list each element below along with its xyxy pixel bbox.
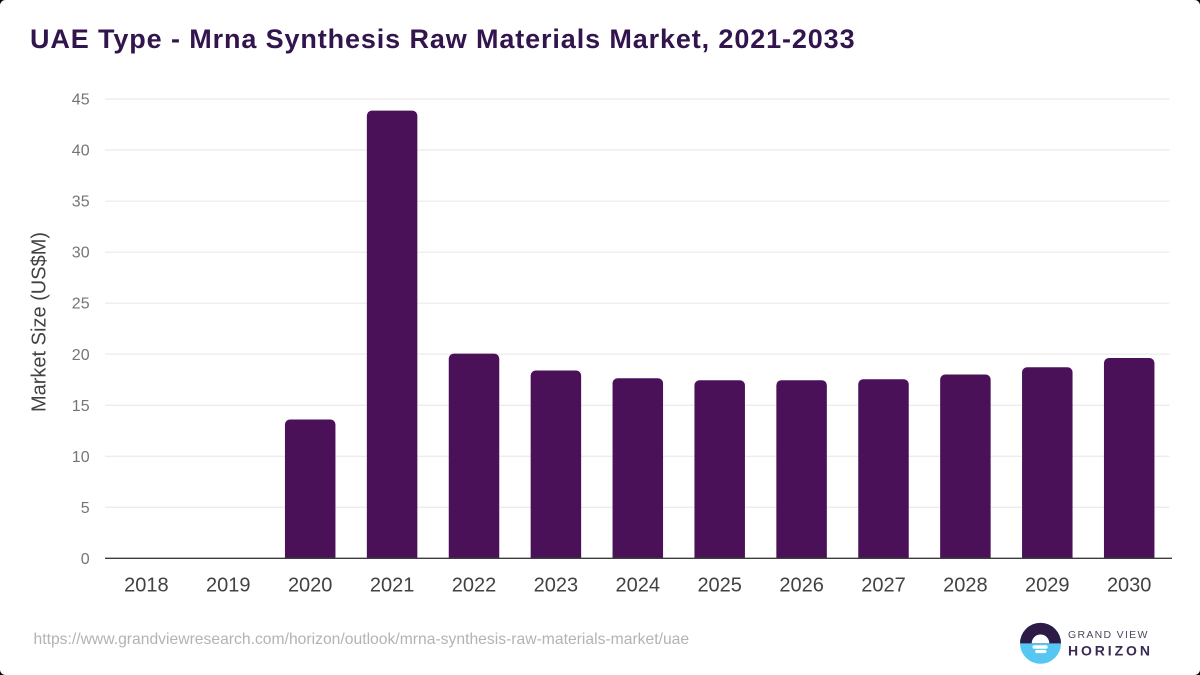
svg-text:https://www.grandviewresearch.: https://www.grandviewresearch.com/horizo…	[34, 631, 690, 648]
svg-text:20: 20	[72, 347, 90, 364]
svg-text:2023: 2023	[534, 575, 579, 597]
svg-text:2026: 2026	[779, 575, 824, 597]
svg-text:35: 35	[72, 194, 90, 211]
svg-text:2019: 2019	[206, 575, 251, 597]
svg-text:5: 5	[81, 500, 90, 517]
svg-text:0: 0	[81, 551, 90, 568]
svg-text:HORIZON: HORIZON	[1068, 642, 1153, 658]
svg-text:2027: 2027	[861, 575, 906, 597]
svg-text:2021: 2021	[370, 575, 415, 597]
svg-text:45: 45	[72, 92, 90, 109]
svg-text:2028: 2028	[943, 575, 988, 597]
svg-text:GRAND VIEW: GRAND VIEW	[1068, 629, 1149, 641]
svg-text:2025: 2025	[697, 575, 742, 597]
svg-text:40: 40	[72, 143, 90, 160]
svg-text:2022: 2022	[452, 575, 497, 597]
svg-text:2029: 2029	[1025, 575, 1070, 597]
svg-text:15: 15	[72, 398, 90, 415]
svg-text:2030: 2030	[1107, 575, 1152, 597]
svg-text:25: 25	[72, 296, 90, 313]
svg-text:30: 30	[72, 245, 90, 262]
svg-text:10: 10	[72, 449, 90, 466]
svg-text:2018: 2018	[124, 575, 169, 597]
svg-text:2020: 2020	[288, 575, 333, 597]
svg-text:Market Size (US$M): Market Size (US$M)	[29, 232, 51, 412]
svg-text:2024: 2024	[616, 575, 661, 597]
